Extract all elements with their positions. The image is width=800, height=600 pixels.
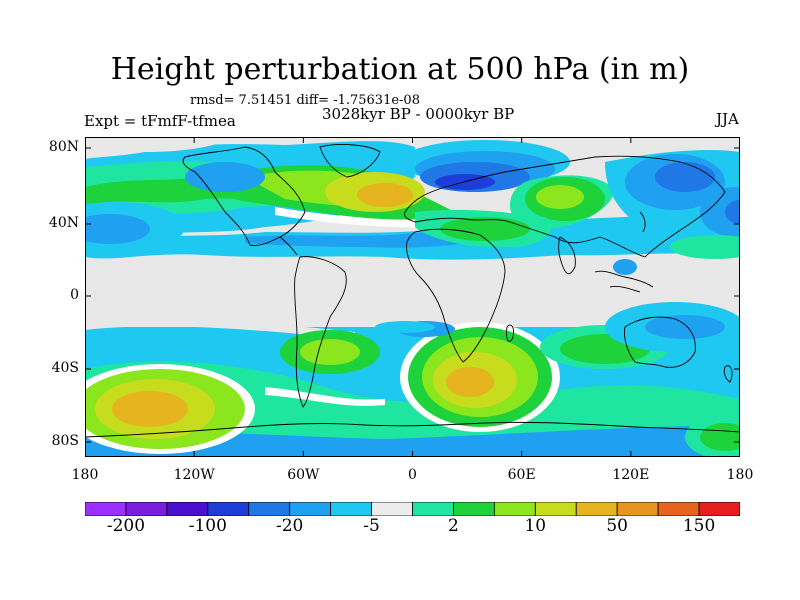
colorbar-swatch [166, 502, 209, 516]
colorbar-swatch [534, 502, 577, 516]
colorbar-swatch [616, 502, 659, 516]
season-label: JJA [716, 110, 739, 128]
colorbar-label: 50 [606, 516, 628, 536]
lon-label: 120W [173, 467, 215, 483]
colorbar-swatch [453, 502, 495, 516]
map-title: Height perturbation at 500 hPa (in m) [110, 52, 690, 87]
lon-label: 120E [612, 467, 650, 483]
colorbar-swatch [330, 502, 372, 516]
lat-label: 80N [48, 139, 79, 155]
colorbar-label: -100 [188, 516, 227, 536]
south-indian-anomaly [400, 322, 560, 432]
colorbar-swatch [412, 502, 454, 516]
coastlines [85, 144, 740, 438]
colorbar-swatch [371, 502, 413, 516]
time-range-label: 3028kyr BP - 0000kyr BP [322, 105, 515, 123]
colorbar-swatch [698, 502, 740, 516]
contour-map [85, 137, 740, 457]
map-ticks [85, 137, 740, 457]
lat-label: 40N [48, 215, 79, 231]
colorbar-swatch [248, 502, 291, 516]
lat-label: 0 [70, 287, 79, 303]
south-pacific-anomaly [85, 364, 255, 454]
southern-white-gap [265, 387, 385, 406]
colorbar-swatch [289, 502, 332, 516]
lon-label: 0 [408, 467, 417, 483]
colorbar-swatch [207, 502, 250, 516]
colorbar-swatch [125, 502, 168, 516]
colorbar-label: -200 [106, 516, 146, 536]
northern-band [85, 137, 740, 260]
lat-label: 80S [51, 433, 79, 449]
experiment-label: Expt = tFmfF-tfmea [84, 112, 236, 130]
colorbar-label: 2 [448, 516, 459, 536]
colorbar-swatch [657, 502, 700, 516]
colorbar [85, 502, 740, 516]
colorbar-label: -20 [275, 516, 304, 536]
lon-label: 60W [287, 467, 320, 483]
lon-label: 60E [507, 467, 536, 483]
south-america-anomaly [280, 330, 380, 374]
colorbar-label: 10 [524, 516, 547, 536]
lon-label: 180 [71, 467, 99, 483]
colorbar-label: 150 [682, 516, 716, 536]
colorbar-swatch [575, 502, 618, 516]
colorbar-label: -5 [363, 516, 380, 536]
lat-label: 40S [51, 360, 79, 376]
lon-label: 180 [726, 467, 754, 483]
colorbar-swatch [493, 502, 536, 516]
stats-text: rmsd= 7.51451 diff= -1.75631e-08 [190, 93, 420, 108]
colorbar-swatch [85, 502, 127, 516]
australia-anomaly [395, 302, 740, 369]
